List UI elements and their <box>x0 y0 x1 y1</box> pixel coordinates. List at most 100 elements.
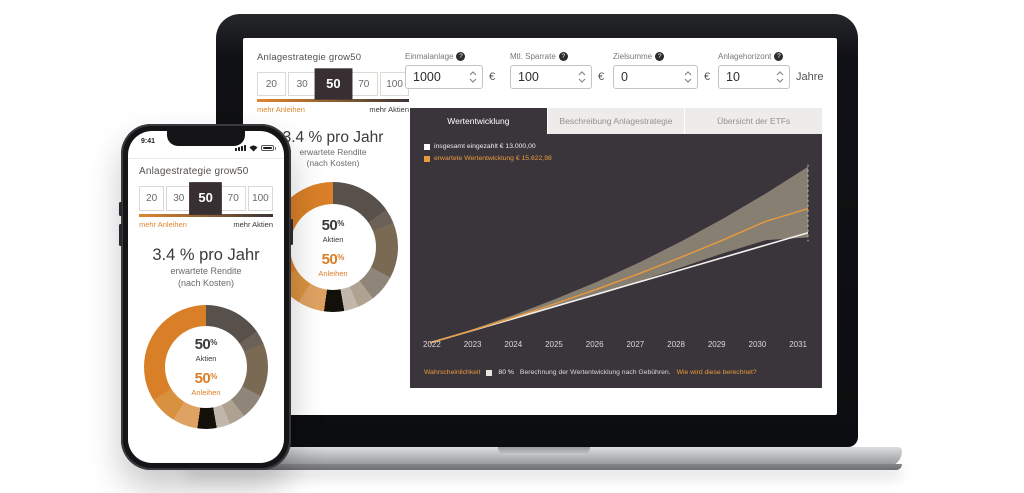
strategy-option-70[interactable]: 70 <box>349 72 379 96</box>
expected-return-sub2: (nach Kosten) <box>177 277 235 288</box>
probability-label: Wahrscheinlichkeit <box>424 369 481 376</box>
fees-note: Berechnung der Wertentwicklung nach Gebü… <box>519 369 671 376</box>
performance-panel: insgesamt eingezahlt € 13.000,00 erwarte… <box>410 134 822 388</box>
x-axis-label: 2023 <box>463 340 482 349</box>
input-group-zielsumme: Zielsumme? € <box>613 52 710 89</box>
x-axis-label: 2031 <box>789 340 807 349</box>
expected-return-rate: 3.4 % pro Jahr <box>152 245 260 264</box>
tab-beschreibung-anlagestrategie[interactable]: Beschreibung Anlagestrategie <box>547 108 685 134</box>
strategy-option-100[interactable]: 100 <box>380 72 409 96</box>
allocation-donut-chart: 50% Aktien 50% Anleihen <box>144 304 268 429</box>
stepper-down-icon <box>578 78 586 83</box>
expected-return-sub1: erwartete Rendite <box>299 146 367 157</box>
x-axis-label: 2028 <box>667 340 685 349</box>
strategy-option-100[interactable]: 100 <box>247 186 274 211</box>
phone-power-button <box>290 219 293 245</box>
help-icon[interactable]: ? <box>655 52 665 61</box>
strategy-gradient-bar <box>257 99 409 102</box>
sparrate-unit: € <box>598 71 605 83</box>
sparrate-input[interactable] <box>511 69 578 85</box>
legend-swatch-white <box>424 143 430 150</box>
signal-icon <box>235 145 246 151</box>
x-axis-label: 2025 <box>545 340 563 349</box>
stepper-up-icon <box>684 71 692 76</box>
donut-bonds-share: 50% Anleihen <box>191 370 221 397</box>
strategy-title: Anlagestrategie grow50 <box>139 166 249 177</box>
input-group-einmalanlage: Einmalanlage? € <box>405 52 495 89</box>
strategy-option-50[interactable]: 50 <box>314 68 352 100</box>
zielsumme-unit: € <box>704 71 711 83</box>
laptop-base-notch <box>498 447 590 455</box>
phone-status-bar: 9:41 <box>128 131 284 158</box>
anlagehorizont-stepper[interactable] <box>776 71 789 83</box>
input-group-sparrate: Mtl. Sparrate? € <box>510 52 604 89</box>
zielsumme-box <box>613 65 698 89</box>
stepper-up-icon <box>469 71 477 76</box>
more-bonds-label: mehr Anleihen <box>257 104 305 114</box>
strategy-axis-labels: mehr Anleihen mehr Aktien <box>257 105 409 114</box>
how-calculated-link[interactable]: Wie wird diese berechnet? <box>676 369 757 376</box>
tab-bar: Wertentwicklung Beschreibung Anlagestrat… <box>410 108 823 134</box>
probability-value: 80 % <box>498 369 514 376</box>
x-axis-label: 2029 <box>707 340 726 349</box>
stepper-up-icon <box>776 71 784 76</box>
anlagehorizont-label: Anlagehorizont <box>718 52 772 61</box>
anlagehorizont-input[interactable] <box>719 69 776 85</box>
expected-return-rate: 3.4 % pro Jahr <box>282 128 384 146</box>
performance-chart <box>429 164 809 344</box>
strategy-axis-labels: mehr Anleihen mehr Aktien <box>139 220 273 229</box>
x-axis-label: 2022 <box>423 340 441 349</box>
chart-legend: insgesamt eingezahlt € 13.000,00 erwarte… <box>424 143 552 162</box>
strategy-selector: 20 30 50 70 100 <box>139 182 274 215</box>
more-stocks-label: mehr Aktien <box>369 104 409 114</box>
sparrate-stepper[interactable] <box>578 71 591 83</box>
strategy-selector: 20 30 50 70 100 <box>257 68 409 100</box>
strategy-option-30[interactable]: 30 <box>287 72 317 96</box>
zielsumme-input[interactable] <box>614 69 684 85</box>
sparrate-box <box>510 65 592 89</box>
donut-stocks-share: 50% Aktien <box>321 217 345 244</box>
battery-icon <box>261 144 276 152</box>
strategy-option-70[interactable]: 70 <box>220 186 246 211</box>
help-icon[interactable]: ? <box>558 52 568 61</box>
donut-bonds-share: 50% Anleihen <box>318 250 348 278</box>
phone-volume-button <box>119 224 122 246</box>
strategy-title: Anlagestrategie grow50 <box>257 52 362 63</box>
phone-volume-button <box>119 202 122 216</box>
strategy-option-50[interactable]: 50 <box>189 182 223 215</box>
legend-paid-in: insgesamt eingezahlt € 13.000,00 <box>424 143 552 150</box>
strategy-option-20[interactable]: 20 <box>257 72 286 96</box>
anlagehorizont-unit: Jahre <box>796 71 824 83</box>
legend-swatch-orange <box>424 155 430 162</box>
laptop-base <box>186 447 902 467</box>
phone-screen: 9:41 Anlagestrategie grow50 20 30 50 70 … <box>128 131 284 463</box>
help-icon[interactable]: ? <box>774 52 784 61</box>
phone-strategy-panel: Anlagestrategie grow50 20 30 50 70 100 m… <box>139 166 274 429</box>
tab-wertentwicklung[interactable]: Wertentwicklung <box>410 108 547 134</box>
help-icon[interactable]: ? <box>456 52 466 61</box>
einmalanlage-input[interactable] <box>406 69 469 85</box>
status-time: 9:41 <box>141 138 156 145</box>
x-axis-label: 2030 <box>748 340 767 349</box>
donut-center: 50% Aktien 50% Anleihen <box>165 325 247 408</box>
zielsumme-stepper[interactable] <box>684 71 697 83</box>
stepper-up-icon <box>578 71 586 76</box>
strategy-option-30[interactable]: 30 <box>166 186 192 211</box>
stepper-down-icon <box>469 78 477 83</box>
input-group-anlagehorizont: Anlagehorizont? Jahre <box>718 52 824 89</box>
einmalanlage-label: Einmalanlage <box>405 52 454 61</box>
donut-stocks-share: 50% Aktien <box>194 336 218 364</box>
phone-mockup-frame: 9:41 Anlagestrategie grow50 20 30 50 70 … <box>119 124 293 470</box>
anlagehorizont-box <box>718 65 790 89</box>
legend-expected: erwartete Wertentwicklung € 15.622,98 <box>424 155 552 162</box>
strategy-option-20[interactable]: 20 <box>139 186 165 211</box>
tab-uebersicht-der-etfs[interactable]: Übersicht der ETFs <box>685 108 823 134</box>
einmalanlage-box <box>405 65 483 89</box>
stepper-down-icon <box>776 78 784 83</box>
expected-return-sub2: (nach Kosten) <box>306 157 360 168</box>
einmalanlage-stepper[interactable] <box>469 71 482 83</box>
laptop-screen: Anlagestrategie grow50 20 30 50 70 100 m… <box>243 38 837 415</box>
chart-footer: Wahrscheinlichkeit 80 % Berechnung der W… <box>424 369 757 376</box>
donut-center: 50% Aktien 50% Anleihen <box>290 204 376 291</box>
